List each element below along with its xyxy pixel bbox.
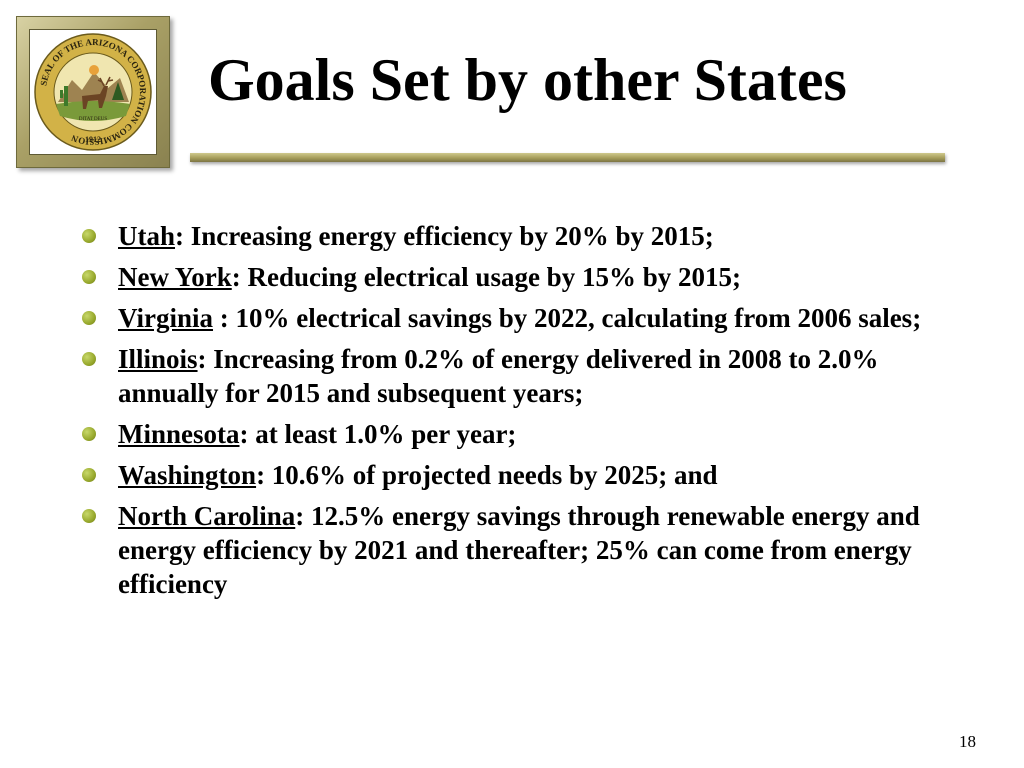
bullet-icon bbox=[82, 352, 96, 366]
bullet-icon bbox=[82, 468, 96, 482]
bullet-icon bbox=[82, 311, 96, 325]
svg-text:1912: 1912 bbox=[85, 135, 101, 144]
goal-text: : 12.5% energy savings through renewable… bbox=[118, 501, 920, 599]
page-number: 18 bbox=[959, 732, 976, 751]
title-underline-bar bbox=[190, 153, 945, 162]
list-item: Illinois: Increasing from 0.2% of energy… bbox=[82, 342, 982, 410]
goal-text: : 10.6% of projected needs by 2025; and bbox=[256, 460, 718, 490]
state-name: Virginia bbox=[118, 303, 214, 333]
goal-text: : Increasing from 0.2% of energy deliver… bbox=[118, 344, 879, 408]
list-item: New York: Reducing electrical usage by 1… bbox=[82, 260, 982, 294]
list-item: Virginia : 10% electrical savings by 202… bbox=[82, 301, 982, 335]
arizona-seal-icon: SEAL OF THE ARIZONA CORPORATION COMMISSI… bbox=[34, 33, 152, 151]
goal-text: : Reducing electrical usage by 15% by 20… bbox=[231, 262, 741, 292]
seal-logo: SEAL OF THE ARIZONA CORPORATION COMMISSI… bbox=[29, 29, 157, 155]
goal-text: : 10% electrical savings by 2022, calcul… bbox=[213, 303, 922, 333]
list-item: North Carolina: 12.5% energy savings thr… bbox=[82, 499, 982, 601]
goals-list: Utah: Increasing energy efficiency by 20… bbox=[82, 219, 982, 608]
bullet-icon bbox=[82, 270, 96, 284]
state-name: Washington bbox=[118, 460, 257, 490]
state-name: North Carolina bbox=[118, 501, 296, 531]
list-item: Washington: 10.6% of projected needs by … bbox=[82, 458, 982, 492]
bullet-icon bbox=[82, 427, 96, 441]
seal-frame: SEAL OF THE ARIZONA CORPORATION COMMISSI… bbox=[16, 16, 170, 168]
list-item: Minnesota: at least 1.0% per year; bbox=[82, 417, 982, 451]
svg-text:DITAT DEUS: DITAT DEUS bbox=[79, 117, 107, 122]
goal-text: : at least 1.0% per year; bbox=[239, 419, 517, 449]
state-name: Utah bbox=[118, 221, 176, 251]
state-name: New York bbox=[118, 262, 232, 292]
slide-title: Goals Set by other States bbox=[208, 47, 847, 113]
state-name: Illinois bbox=[118, 344, 198, 374]
bullet-icon bbox=[82, 509, 96, 523]
goal-text: : Increasing energy efficiency by 20% by… bbox=[175, 221, 714, 251]
bullet-icon bbox=[82, 229, 96, 243]
list-item: Utah: Increasing energy efficiency by 20… bbox=[82, 219, 982, 253]
state-name: Minnesota bbox=[118, 419, 240, 449]
